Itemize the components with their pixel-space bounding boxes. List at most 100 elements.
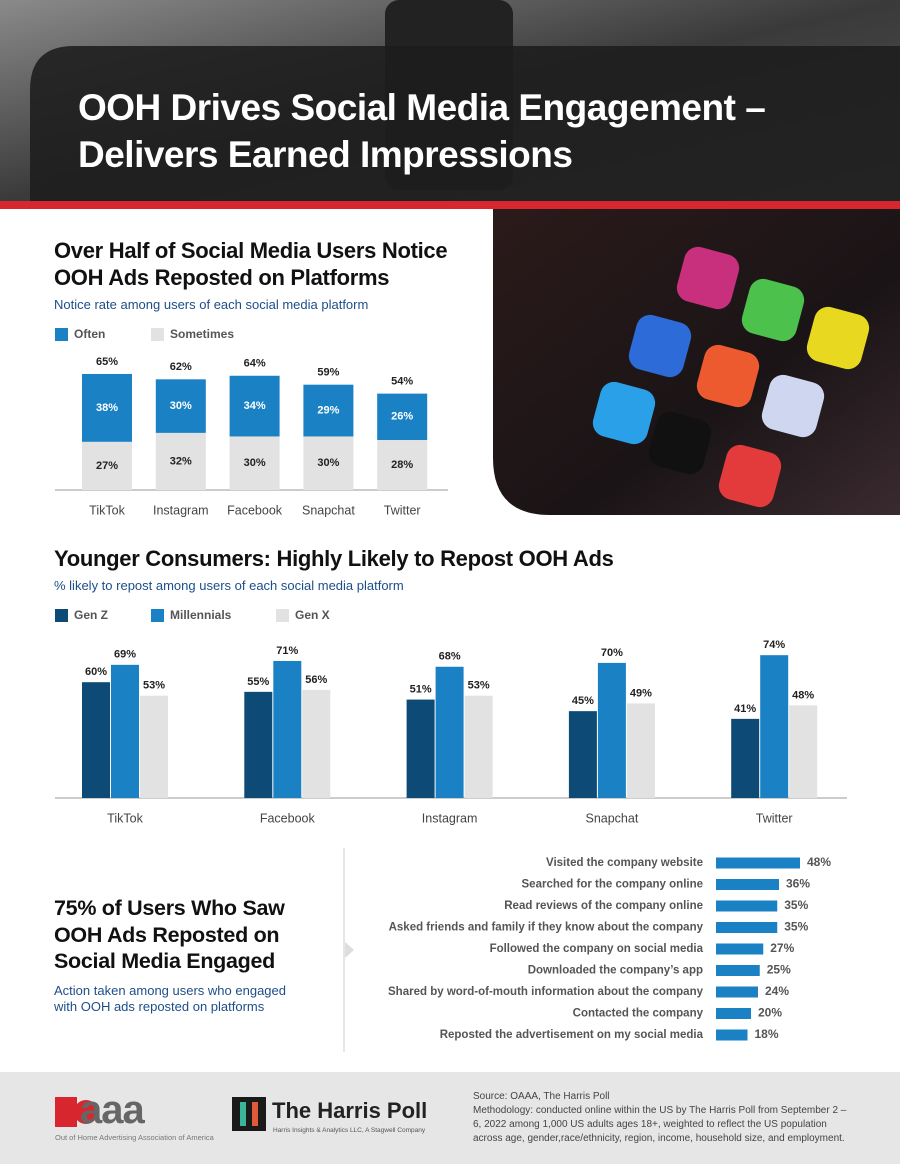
total-label: 65% [96, 356, 118, 368]
bar-segment [82, 373, 132, 442]
value-label: 49% [630, 687, 652, 699]
value-label: 32% [170, 455, 192, 467]
value-label: 29% [317, 404, 339, 416]
legend-label: Gen Z [74, 608, 108, 622]
app-icon [718, 444, 782, 508]
x-tick-label: Facebook [227, 503, 283, 517]
app-icon [676, 246, 740, 310]
bar [716, 1008, 751, 1019]
y-tick-label: Asked friends and family if they know ab… [389, 922, 704, 934]
legend-label: Sometimes [170, 327, 234, 341]
bar [716, 922, 778, 933]
y-tick-label: Followed the company on social media [490, 943, 704, 955]
bar [716, 879, 779, 890]
value-label: 36% [786, 877, 810, 891]
value-label: 74% [763, 639, 785, 651]
footer-band [0, 1072, 900, 1164]
value-label: 24% [765, 984, 789, 998]
value-label: 55% [247, 676, 269, 688]
y-tick-label: Read reviews of the company online [504, 900, 703, 912]
bar [716, 1029, 748, 1041]
chart-subtitle: Notice rate among users of each social m… [54, 297, 369, 312]
y-tick-label: Contacted the company [573, 1008, 704, 1020]
legend-swatch [276, 609, 289, 622]
value-label: 60% [85, 666, 107, 678]
bar [716, 986, 758, 998]
legend-swatch [55, 609, 68, 622]
value-label: 48% [807, 855, 831, 869]
bar [302, 689, 331, 798]
oaaa-name: Out of Home Advertising Association of A… [55, 1133, 214, 1142]
legend-label: Gen X [295, 608, 330, 622]
value-label: 27% [770, 941, 794, 955]
value-label: 30% [317, 457, 339, 469]
value-label: 26% [391, 411, 413, 423]
app-icon [648, 411, 712, 475]
chart-subtitle: Action taken among users who engaged wit… [54, 983, 286, 1014]
legend-swatch [151, 328, 164, 341]
bar [273, 660, 302, 798]
legend-label: Often [74, 327, 105, 341]
methodology: Methodology: conducted online within the… [473, 1105, 847, 1144]
bar [406, 699, 435, 798]
value-label: 30% [244, 457, 266, 469]
total-label: 54% [391, 376, 413, 388]
y-tick-label: Shared by word-of-mouth information abou… [388, 986, 704, 998]
bar [716, 857, 800, 869]
bar-segment [303, 384, 354, 437]
bar [111, 664, 139, 798]
bar-segment [229, 436, 280, 490]
app-icon [761, 374, 825, 438]
bar-segment [155, 432, 206, 490]
red-rule [0, 201, 900, 209]
y-tick-label: Visited the company website [546, 857, 703, 869]
app-icon [806, 306, 870, 370]
value-label: 69% [114, 649, 136, 661]
value-label: 56% [305, 674, 327, 686]
bar [626, 703, 655, 798]
value-label: 51% [410, 683, 432, 695]
bar-segment [229, 375, 280, 437]
legend-swatch [55, 328, 68, 341]
app-icons [592, 246, 870, 508]
total-label: 62% [170, 361, 192, 373]
bar [731, 718, 760, 798]
x-tick-label: TikTok [89, 503, 125, 517]
app-icon [696, 344, 760, 408]
chart-title: Younger Consumers: Highly Likely to Repo… [54, 546, 614, 571]
apps-photo [493, 209, 900, 515]
app-icon [592, 381, 656, 445]
app-icon [628, 314, 692, 378]
x-tick-label: TikTok [107, 811, 143, 825]
value-label: 38% [96, 402, 118, 414]
bar [568, 711, 597, 798]
y-tick-label: Searched for the company online [522, 879, 703, 891]
oaaa-mark [74, 1100, 98, 1124]
oaaa-logo: aaa [80, 1088, 145, 1132]
bar [716, 900, 778, 912]
harris-mark [252, 1102, 258, 1126]
total-label: 64% [244, 358, 266, 370]
bar-segment [303, 436, 354, 490]
page-title: OOH Drives Social Media Engagement – Del… [78, 87, 766, 175]
legend-label: Millennials [170, 608, 232, 622]
x-tick-label: Instagram [422, 811, 478, 825]
value-label: 71% [276, 645, 298, 657]
value-label: 28% [391, 459, 413, 471]
value-label: 34% [244, 400, 266, 412]
harris-mark [240, 1102, 246, 1126]
bar [140, 695, 168, 798]
value-label: 20% [758, 1006, 782, 1020]
app-icon [741, 278, 805, 342]
x-tick-label: Snapchat [585, 811, 638, 825]
value-label: 41% [734, 703, 756, 715]
oaaa-mark [55, 1097, 77, 1127]
value-label: 48% [792, 689, 814, 701]
bar-segment [377, 393, 428, 441]
x-tick-label: Twitter [756, 811, 793, 825]
value-label: 70% [601, 647, 623, 659]
chart-title: Over Half of Social Media Users Notice O… [54, 238, 448, 290]
value-label: 27% [96, 460, 118, 472]
bar-segment [82, 441, 132, 490]
